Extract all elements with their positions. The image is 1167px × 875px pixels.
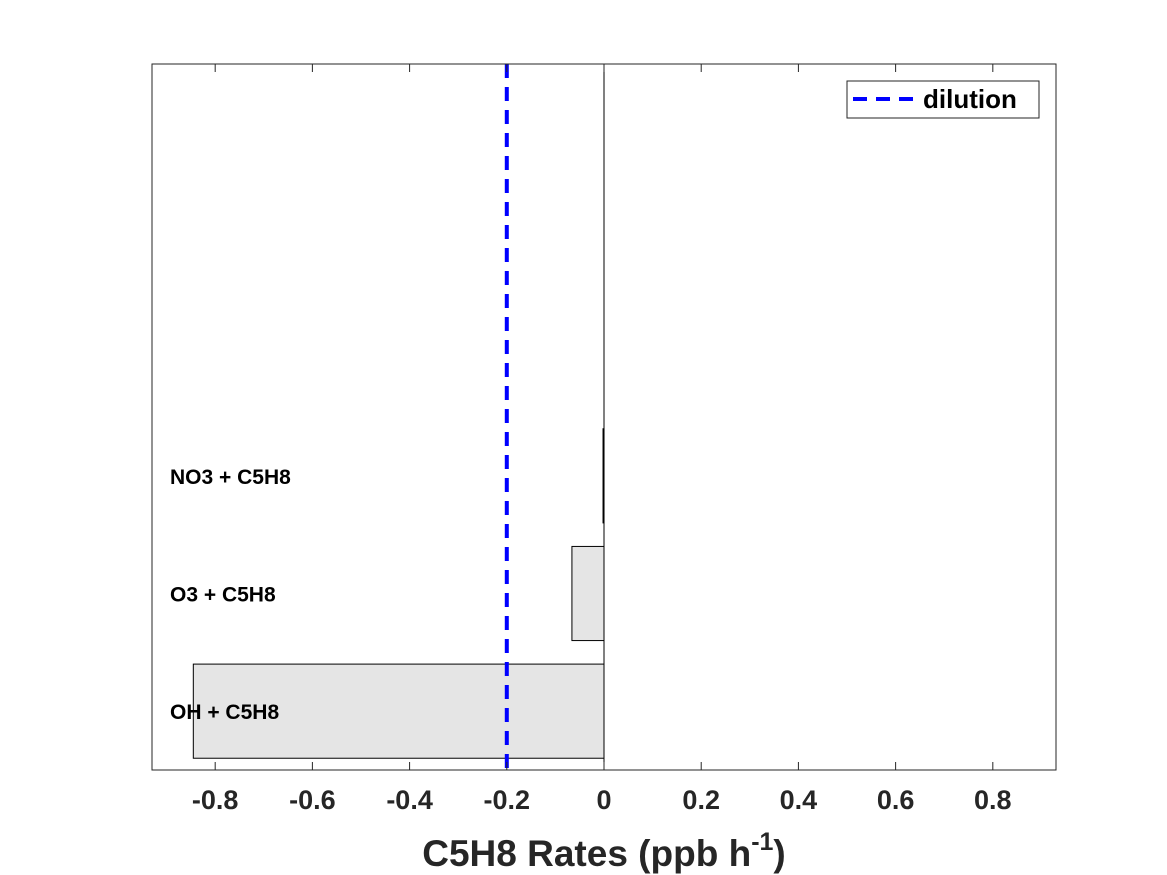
x-axis-title-close: ) [773, 833, 785, 874]
x-tick-label: 0.2 [682, 785, 720, 815]
x-ticks-layer: -0.8 -0.6 -0.4 -0.2 0 0.2 0.4 0.6 0.8 [192, 64, 1012, 815]
category-label-no3-c5h8: NO3 + C5H8 [170, 466, 291, 489]
legend: dilution [846, 80, 1040, 119]
category-labels-layer: OH + C5H8 O3 + C5H8 NO3 + C5H8 [170, 466, 291, 724]
bar-o3-c5h8 [571, 545, 605, 642]
x-tick-label: 0.8 [974, 785, 1012, 815]
x-tick-label: 0.4 [780, 785, 818, 815]
category-label-oh-c5h8: OH + C5H8 [170, 701, 279, 724]
category-label-o3-c5h8: O3 + C5H8 [170, 584, 276, 607]
x-tick-label: 0 [596, 785, 611, 815]
x-tick-label: -0.8 [192, 785, 239, 815]
x-axis-title-superscript: -1 [751, 828, 773, 856]
x-tick-label: -0.6 [289, 785, 336, 815]
x-axis-title: C5H8 Rates (ppb h-1) [422, 828, 786, 874]
x-tick-label: -0.2 [484, 785, 531, 815]
bar-oh-c5h8 [192, 663, 605, 759]
x-axis-title-main: C5H8 Rates (ppb h [422, 833, 751, 874]
legend-entry-dilution: dilution [923, 84, 1017, 114]
x-tick-label: 0.6 [877, 785, 915, 815]
x-tick-label: -0.4 [386, 785, 433, 815]
